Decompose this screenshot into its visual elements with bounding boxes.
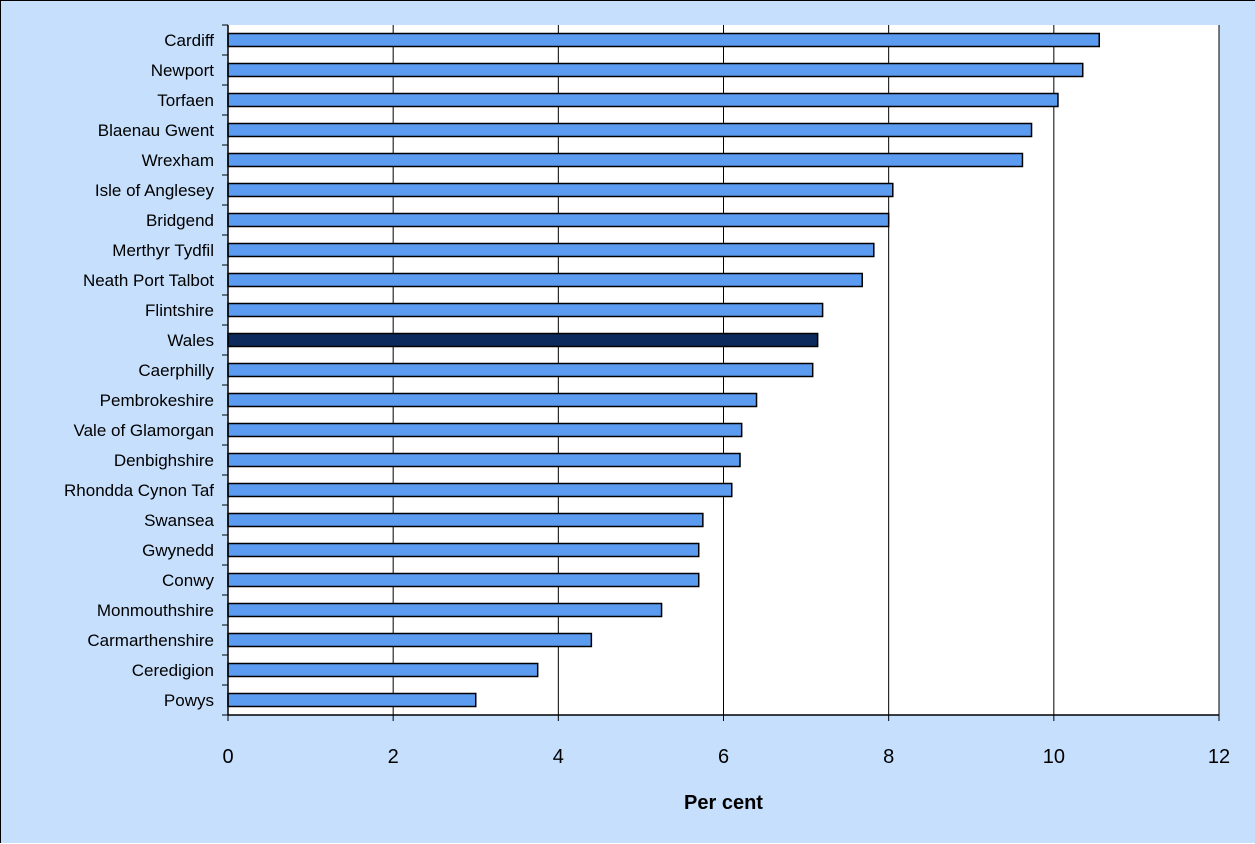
- x-tick-label: 10: [1043, 746, 1065, 768]
- category-label: Pembrokeshire: [100, 391, 214, 410]
- bar: [227, 392, 758, 408]
- bar: [227, 182, 894, 198]
- x-tick-label: 2: [388, 746, 399, 768]
- x-tick-label: 8: [883, 746, 894, 768]
- category-label: Torfaen: [157, 91, 214, 110]
- category-label: Blaenau Gwent: [98, 121, 215, 140]
- category-label: Conwy: [162, 571, 214, 590]
- x-tick-label: 6: [718, 746, 729, 768]
- category-label: Isle of Anglesey: [95, 181, 215, 200]
- x-axis-title: Per cent: [684, 792, 763, 814]
- category-label: Carmarthenshire: [87, 631, 214, 650]
- category-label: Cardiff: [164, 31, 214, 50]
- bar: [227, 302, 824, 318]
- x-tick-label: 0: [222, 746, 233, 768]
- category-label: Denbighshire: [114, 451, 214, 470]
- axes: [222, 24, 1220, 721]
- category-label: Caerphilly: [138, 361, 214, 380]
- bar: [227, 122, 1033, 138]
- category-label: Newport: [151, 61, 215, 80]
- bar: [227, 482, 733, 498]
- category-labels: Cardiff Newport Torfaen Blaenau Gwent Wrexha…: [64, 31, 215, 710]
- bar: [227, 632, 593, 648]
- bar: [227, 272, 863, 288]
- bar: [227, 602, 663, 618]
- category-label: Gwynedd: [142, 541, 214, 560]
- bar: [227, 572, 700, 588]
- category-label: Monmouthshire: [97, 601, 214, 620]
- x-tick-label: 12: [1208, 746, 1230, 768]
- category-label: Merthyr Tydfil: [112, 241, 214, 260]
- category-label: Neath Port Talbot: [83, 271, 214, 290]
- category-label: Vale of Glamorgan: [74, 421, 214, 440]
- bar: [227, 32, 1101, 48]
- category-label: Ceredigion: [132, 661, 214, 680]
- category-label: Bridgend: [146, 211, 214, 230]
- bar: [227, 662, 539, 678]
- bar: [227, 212, 890, 228]
- x-tick-labels: 0 2 4 6 8 10 12: [222, 746, 1230, 768]
- bar: [227, 62, 1084, 78]
- category-label: Wrexham: [142, 151, 214, 170]
- bar: [227, 452, 741, 468]
- bar: [227, 242, 875, 258]
- bar: [227, 512, 704, 528]
- category-label: Rhondda Cynon Taf: [64, 481, 214, 500]
- bar: [227, 542, 700, 558]
- bar: [227, 422, 743, 438]
- x-tick-label: 4: [553, 746, 564, 768]
- bar: [227, 692, 477, 708]
- category-label: Wales: [167, 331, 214, 350]
- category-label: Swansea: [144, 511, 214, 530]
- bar: [227, 332, 819, 348]
- bar: [227, 92, 1059, 108]
- bar: [227, 152, 1024, 168]
- category-label: Powys: [164, 691, 214, 710]
- category-label: Flintshire: [145, 301, 214, 320]
- bar: [227, 362, 814, 378]
